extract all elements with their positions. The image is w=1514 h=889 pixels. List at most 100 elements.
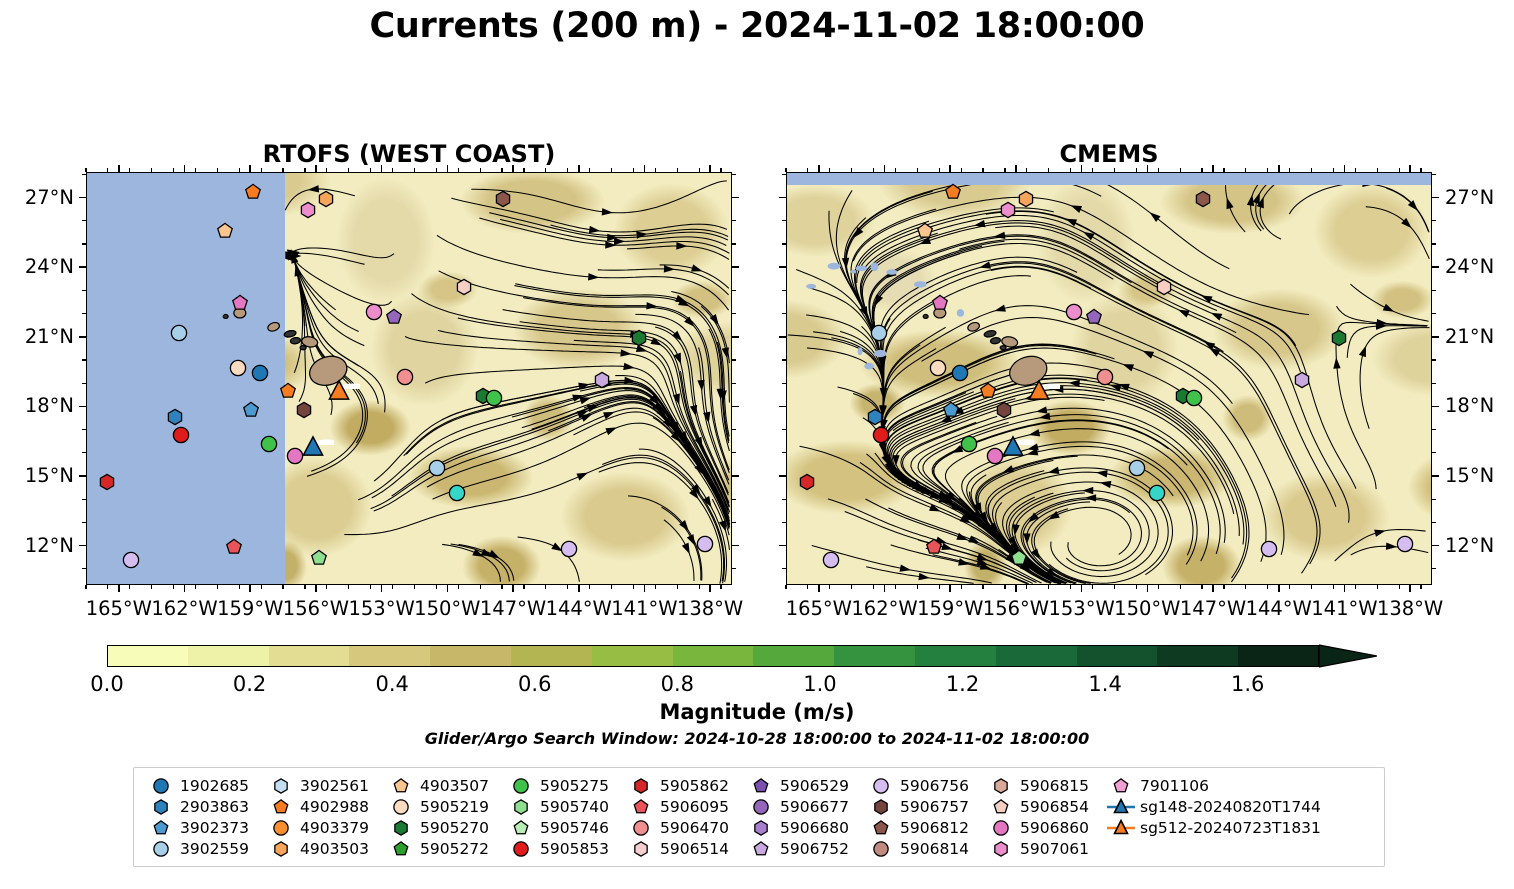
map-marker[interactable] bbox=[1293, 371, 1310, 388]
map-marker[interactable] bbox=[448, 484, 466, 502]
map-marker[interactable] bbox=[311, 549, 328, 567]
map-marker[interactable] bbox=[486, 389, 503, 407]
map-marker[interactable] bbox=[260, 436, 277, 453]
legend-item[interactable]: 5905270 bbox=[384, 817, 504, 838]
map-marker[interactable] bbox=[225, 538, 242, 555]
legend-item[interactable]: 5905275 bbox=[504, 775, 624, 796]
legend-item[interactable]: 5906756 bbox=[864, 775, 984, 796]
legend-item[interactable]: 4902988 bbox=[264, 796, 384, 817]
glider-marker[interactable] bbox=[1027, 379, 1050, 402]
map-marker[interactable] bbox=[1195, 190, 1212, 207]
legend-item[interactable]: 5905219 bbox=[384, 796, 504, 817]
legend-item[interactable]: 3902559 bbox=[144, 838, 264, 859]
map-marker[interactable] bbox=[872, 426, 890, 444]
map-marker[interactable] bbox=[932, 294, 949, 311]
map-marker[interactable] bbox=[396, 368, 413, 386]
legend-item[interactable]: 4903507 bbox=[384, 775, 504, 796]
legend-item[interactable]: 5905272 bbox=[384, 838, 504, 859]
legend-item[interactable]: 5905862 bbox=[624, 775, 744, 796]
map-marker[interactable] bbox=[995, 401, 1012, 419]
map-marker[interactable] bbox=[172, 426, 190, 444]
map-marker[interactable] bbox=[929, 359, 947, 377]
map-marker[interactable] bbox=[960, 436, 977, 453]
map-marker[interactable] bbox=[365, 303, 383, 321]
legend-item[interactable]: 5906680 bbox=[744, 817, 864, 838]
legend-item[interactable]: 5906815 bbox=[984, 775, 1104, 796]
legend-item[interactable]: 5906860 bbox=[984, 817, 1104, 838]
map-marker[interactable] bbox=[243, 401, 260, 418]
legend-item[interactable]: 5905746 bbox=[504, 817, 624, 838]
map-marker[interactable] bbox=[1000, 201, 1017, 219]
map-marker[interactable] bbox=[870, 324, 888, 342]
map-marker[interactable] bbox=[295, 401, 312, 419]
map-marker[interactable] bbox=[1129, 459, 1146, 476]
legend-item[interactable]: 5906677 bbox=[744, 796, 864, 817]
map-marker[interactable] bbox=[455, 278, 472, 296]
map-marker[interactable] bbox=[1065, 303, 1083, 321]
glider-marker[interactable] bbox=[327, 379, 350, 402]
legend-item[interactable]: 5906812 bbox=[864, 817, 984, 838]
map-marker[interactable] bbox=[385, 308, 402, 325]
map-panel-rtofs[interactable] bbox=[86, 172, 732, 585]
legend-item[interactable]: 5906752 bbox=[744, 838, 864, 859]
map-marker[interactable] bbox=[429, 459, 446, 476]
map-marker[interactable] bbox=[317, 190, 334, 207]
map-marker[interactable] bbox=[798, 473, 815, 490]
legend-item[interactable]: 3902373 bbox=[144, 817, 264, 838]
legend-item[interactable]: 5906095 bbox=[624, 796, 744, 817]
map-marker[interactable] bbox=[286, 447, 304, 465]
legend-item[interactable]: sg148-20240820T1744 bbox=[1104, 796, 1321, 817]
legend-item[interactable]: 3902561 bbox=[264, 775, 384, 796]
map-marker[interactable] bbox=[980, 382, 997, 400]
map-marker[interactable] bbox=[1085, 308, 1102, 325]
map-marker[interactable] bbox=[98, 473, 115, 490]
map-marker[interactable] bbox=[245, 183, 262, 200]
legend-item[interactable]: 5906854 bbox=[984, 796, 1104, 817]
map-marker[interactable] bbox=[945, 183, 962, 200]
map-marker[interactable] bbox=[630, 329, 647, 347]
map-marker[interactable] bbox=[170, 324, 188, 342]
map-marker[interactable] bbox=[951, 364, 969, 381]
map-marker[interactable] bbox=[300, 201, 317, 219]
legend-item[interactable]: sg512-20240723T1831 bbox=[1104, 817, 1321, 838]
legend-item[interactable]: 5906757 bbox=[864, 796, 984, 817]
map-marker[interactable] bbox=[1260, 540, 1277, 558]
map-marker[interactable] bbox=[560, 540, 577, 558]
map-marker[interactable] bbox=[216, 222, 233, 240]
map-marker[interactable] bbox=[696, 535, 713, 553]
map-marker[interactable] bbox=[986, 447, 1004, 465]
glider-argo-legend[interactable]: 1902685 2903863 3902373 3902559 3902561 49029… bbox=[133, 767, 1385, 867]
legend-item[interactable]: 7901106 bbox=[1104, 775, 1294, 796]
map-marker[interactable] bbox=[122, 552, 140, 569]
map-marker[interactable] bbox=[1011, 549, 1028, 567]
map-marker[interactable] bbox=[1155, 278, 1172, 296]
map-marker[interactable] bbox=[925, 538, 942, 555]
map-marker[interactable] bbox=[1148, 484, 1166, 502]
map-marker[interactable] bbox=[593, 371, 610, 388]
map-marker[interactable] bbox=[1096, 368, 1113, 386]
map-marker[interactable] bbox=[1396, 535, 1413, 553]
legend-item[interactable]: 4903503 bbox=[264, 838, 384, 859]
glider-marker[interactable] bbox=[1001, 435, 1024, 458]
map-marker[interactable] bbox=[1330, 329, 1347, 347]
map-marker[interactable] bbox=[495, 190, 512, 207]
map-marker[interactable] bbox=[916, 222, 933, 240]
map-marker[interactable] bbox=[1186, 389, 1203, 407]
map-marker[interactable] bbox=[866, 408, 883, 425]
map-marker[interactable] bbox=[280, 382, 297, 400]
map-marker[interactable] bbox=[229, 359, 247, 377]
map-marker[interactable] bbox=[1017, 190, 1034, 207]
map-marker[interactable] bbox=[232, 294, 249, 311]
legend-item[interactable]: 4903379 bbox=[264, 817, 384, 838]
legend-item[interactable]: 2903863 bbox=[144, 796, 264, 817]
glider-marker[interactable] bbox=[301, 435, 324, 458]
legend-item[interactable]: 5905740 bbox=[504, 796, 624, 817]
map-marker[interactable] bbox=[166, 408, 183, 425]
legend-item[interactable]: 5905853 bbox=[504, 838, 624, 859]
legend-item[interactable]: 5906529 bbox=[744, 775, 864, 796]
legend-item[interactable]: 5907061 bbox=[984, 838, 1104, 859]
legend-item[interactable]: 5906514 bbox=[624, 838, 744, 859]
map-panel-cmems[interactable] bbox=[786, 172, 1432, 585]
map-marker[interactable] bbox=[822, 552, 840, 569]
map-marker[interactable] bbox=[251, 364, 269, 381]
